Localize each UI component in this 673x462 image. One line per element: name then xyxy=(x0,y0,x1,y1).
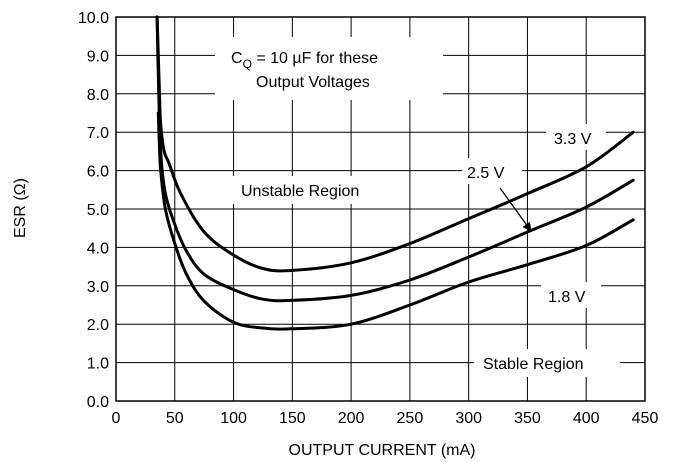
unstable-region-label: Unstable Region xyxy=(241,183,359,200)
x-tick-label: 50 xyxy=(166,410,184,427)
stable-label-background xyxy=(474,349,620,377)
stable-region-label: Stable Region xyxy=(483,356,584,373)
plot-frame xyxy=(115,16,646,402)
y-tick-label: 5.0 xyxy=(87,202,109,219)
x-tick-label: 100 xyxy=(220,410,247,427)
cq-note-line1: CQ = 10 µF for these xyxy=(231,50,378,71)
y-tick-label: 10.0 xyxy=(78,10,109,27)
series-label-1-8v: 1.8 V xyxy=(548,289,586,306)
unstable-label-background xyxy=(228,176,380,204)
curves xyxy=(155,15,635,331)
x-tick-label: 400 xyxy=(573,410,600,427)
y-tick-label: 8.0 xyxy=(87,87,109,104)
x-tick-label: 200 xyxy=(338,410,365,427)
label-25-background xyxy=(462,158,522,184)
label-33-background xyxy=(546,124,606,150)
x-tick-label: 150 xyxy=(279,410,306,427)
y-tick-label: 7.0 xyxy=(87,125,109,142)
y-tick-label: 0.0 xyxy=(87,394,109,411)
x-tick-label: 300 xyxy=(455,410,482,427)
y-tick-label: 6.0 xyxy=(87,164,109,181)
series-line-1-8-v xyxy=(156,111,635,331)
y-tick-label: 2.0 xyxy=(87,317,109,334)
cq-note-background xyxy=(215,37,443,100)
series-label-2-5v: 2.5 V xyxy=(467,165,505,182)
y-axis-title: ESR (Ω) xyxy=(12,178,29,238)
label-18-background xyxy=(541,282,601,308)
x-tick-label: 0 xyxy=(112,410,121,427)
x-tick-label: 350 xyxy=(514,410,541,427)
x-axis-title: OUTPUT CURRENT (mA) xyxy=(289,442,476,459)
x-tick-label: 250 xyxy=(397,410,424,427)
tick-labels: 0 50 100 150 200 250 300 350 400 450 0.0 1.0 2.0 3.0 4… xyxy=(78,10,659,427)
y-tick-label: 4.0 xyxy=(87,240,109,257)
pointer-arrow-2-5v xyxy=(499,187,532,232)
series-label-3-3v: 3.3 V xyxy=(554,131,592,148)
x-tick-label: 450 xyxy=(632,410,659,427)
y-tick-label: 3.0 xyxy=(87,279,109,296)
cq-note-line2: Output Voltages xyxy=(256,74,370,91)
y-tick-label: 9.0 xyxy=(87,48,109,65)
y-tick-label: 1.0 xyxy=(87,356,109,373)
